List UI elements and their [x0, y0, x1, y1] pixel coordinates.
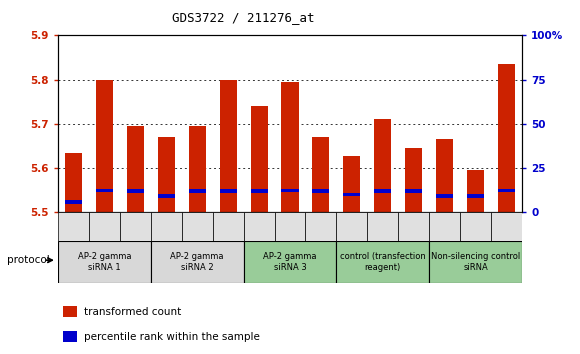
Bar	[343, 156, 360, 212]
Bar	[65, 200, 82, 204]
Bar	[467, 170, 484, 212]
Bar	[460, 212, 491, 241]
Bar	[188, 126, 206, 212]
Bar	[498, 64, 515, 212]
Bar	[244, 241, 336, 283]
Bar	[151, 212, 182, 241]
Bar	[498, 189, 515, 192]
Bar	[313, 137, 329, 212]
Text: AP-2 gamma
siRNA 1: AP-2 gamma siRNA 1	[78, 252, 131, 272]
Bar	[491, 212, 522, 241]
Bar	[336, 241, 429, 283]
Bar	[251, 106, 267, 212]
Bar	[96, 189, 113, 192]
Bar	[63, 331, 77, 342]
Bar	[158, 194, 175, 198]
Bar	[96, 80, 113, 212]
Bar	[281, 189, 299, 192]
Bar	[281, 82, 299, 212]
Bar	[405, 189, 422, 193]
Bar	[220, 189, 237, 193]
Bar	[374, 120, 392, 212]
Text: Non-silencing control
siRNA: Non-silencing control siRNA	[431, 252, 520, 272]
Bar	[244, 212, 274, 241]
Bar	[313, 189, 329, 193]
Text: AP-2 gamma
siRNA 2: AP-2 gamma siRNA 2	[171, 252, 224, 272]
Bar	[63, 306, 77, 317]
Text: GDS3722 / 211276_at: GDS3722 / 211276_at	[172, 11, 315, 24]
Bar	[151, 241, 244, 283]
Bar	[158, 137, 175, 212]
Text: control (transfection
reagent): control (transfection reagent)	[340, 252, 426, 272]
Bar	[188, 189, 206, 193]
Bar	[89, 212, 120, 241]
Bar	[306, 212, 336, 241]
Bar	[251, 189, 267, 193]
Bar	[398, 212, 429, 241]
Bar	[405, 148, 422, 212]
Bar	[127, 126, 144, 212]
Bar	[336, 212, 367, 241]
Text: percentile rank within the sample: percentile rank within the sample	[84, 331, 259, 342]
Bar	[220, 80, 237, 212]
Bar	[436, 138, 453, 212]
Bar	[467, 194, 484, 198]
Bar	[58, 212, 89, 241]
Bar	[120, 212, 151, 241]
Bar	[274, 212, 306, 241]
Text: protocol: protocol	[7, 255, 50, 265]
Bar	[127, 189, 144, 193]
Bar	[367, 212, 398, 241]
Bar	[182, 212, 213, 241]
Bar	[343, 193, 360, 196]
Bar	[65, 153, 82, 212]
Bar	[436, 194, 453, 198]
Bar	[429, 212, 460, 241]
Text: AP-2 gamma
siRNA 3: AP-2 gamma siRNA 3	[263, 252, 317, 272]
Bar	[213, 212, 244, 241]
Bar	[58, 241, 151, 283]
Text: transformed count: transformed count	[84, 307, 181, 317]
Bar	[374, 189, 392, 193]
Bar	[429, 241, 522, 283]
